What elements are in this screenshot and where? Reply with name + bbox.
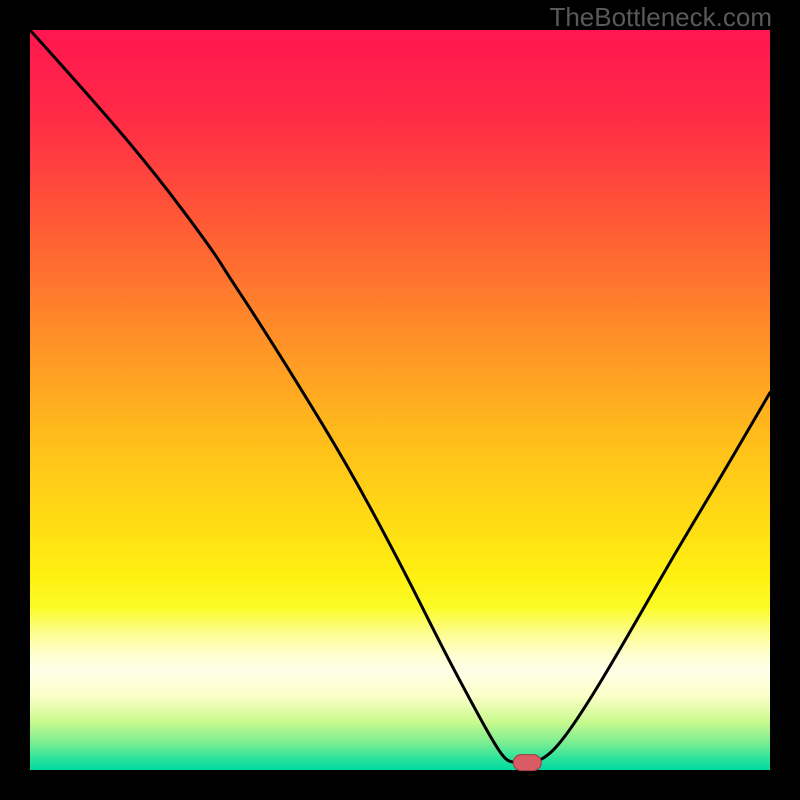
chart-gradient-background — [30, 30, 770, 770]
watermark-label: TheBottleneck.com — [549, 2, 772, 33]
chart-stage: TheBottleneck.com — [0, 0, 800, 800]
bottleneck-chart — [0, 0, 800, 800]
optimal-point-marker — [513, 755, 541, 771]
